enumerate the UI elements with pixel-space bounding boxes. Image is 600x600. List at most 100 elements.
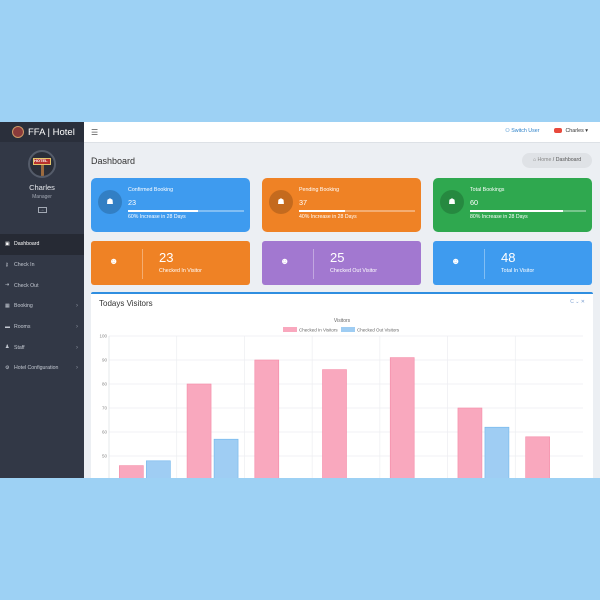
profile-role: Manager xyxy=(32,194,52,200)
sidebar-item-check-in[interactable]: ⚷ Check In xyxy=(0,255,84,276)
calendar-icon: ▦ xyxy=(5,302,10,309)
card-title: Pending Booking xyxy=(299,187,340,193)
ticket-icon: ☗ xyxy=(98,190,122,214)
sidebar-item-booking[interactable]: ▦ Booking › xyxy=(0,296,84,317)
card-note: 80% Increase in 28 Days xyxy=(470,214,528,220)
card-progress-bar xyxy=(299,210,415,212)
legend-label: Checked Out Visitors xyxy=(357,328,400,333)
legend-label: Checked In Visitors xyxy=(299,328,338,333)
sidebar-nav: ▣ Dashboard ⚷ Check In ⇥ Check Out ▦ Booking › ▬ R… xyxy=(0,234,84,379)
dashboard-icon: ▣ xyxy=(5,240,10,247)
sidebar-item-check-out[interactable]: ⇥ Check Out xyxy=(0,275,84,296)
card-progress-bar xyxy=(470,210,586,212)
stat-card-checked-out-visitor[interactable]: ☻ 25 Checked Out Visitor xyxy=(262,241,421,285)
panel-title: Todays Visitors xyxy=(99,299,153,308)
bar-checked-in xyxy=(322,369,347,478)
sidebar-item-staff[interactable]: ♟ Staff › xyxy=(0,337,84,358)
switch-user-icon: ⚇ xyxy=(505,128,510,134)
bar-checked-in xyxy=(389,357,415,478)
chevron-right-icon: › xyxy=(76,324,78,331)
sidebar-item-label: Rooms xyxy=(14,324,31,331)
sidebar-item-label: Dashboard xyxy=(14,241,40,248)
card-progress-bar xyxy=(128,210,244,212)
todays-visitors-panel: Todays Visitors C ⌄ ✕ Visitors Checked In… xyxy=(91,292,593,478)
stat-card-checked-in-visitor[interactable]: ☻ 23 Checked In Visitor xyxy=(91,241,250,285)
bar-checked-in xyxy=(254,359,280,478)
bed-icon: ▬ xyxy=(5,323,10,330)
user-menu-label: Charles xyxy=(565,128,584,134)
users-icon: ☻ xyxy=(109,256,119,266)
key-icon: ⚷ xyxy=(5,261,9,268)
y-tick-label: 70 xyxy=(102,406,108,411)
sidebar: FFA | Hotel HOTEL Charles Manager → ▣ Das… xyxy=(0,122,84,478)
switch-user-link[interactable]: ⚇ Switch User xyxy=(505,128,540,134)
sidebar-item-rooms[interactable]: ▬ Rooms › xyxy=(0,317,84,338)
bar-checked-in xyxy=(525,436,550,478)
profile-name: Charles xyxy=(29,183,55,192)
panel-tools[interactable]: C ⌄ ✕ xyxy=(570,299,585,305)
y-tick-label: 60 xyxy=(102,430,108,435)
top-bar: ☰ ⚇ Switch User Charles ▾ xyxy=(84,122,600,143)
sidebar-item-label: Check In xyxy=(14,262,35,269)
breadcrumb-home[interactable]: ⌂ Home xyxy=(532,157,552,163)
bar-checked-out xyxy=(146,460,171,478)
app-window: FFA | Hotel HOTEL Charles Manager → ▣ Das… xyxy=(0,122,600,478)
stat-label: Checked Out Visitor xyxy=(330,268,378,274)
visitors-bar-chart: Visitors Checked In Visitors Checked Out V… xyxy=(99,318,583,478)
breadcrumb: ⌂ Home / Dashboard xyxy=(522,153,592,168)
card-note: 40% Increase in 28 Days xyxy=(299,214,357,220)
divider xyxy=(142,249,143,279)
bar-checked-in xyxy=(186,383,212,478)
bar-checked-in xyxy=(119,465,144,478)
ticket-icon: ☗ xyxy=(269,190,293,214)
stat-label: Checked In Visitor xyxy=(159,268,202,274)
ticket-icon: ☗ xyxy=(440,190,464,214)
sidebar-item-label: Hotel Configuration xyxy=(14,365,59,372)
chevron-right-icon: › xyxy=(76,365,78,372)
sign-out-icon: ⇥ xyxy=(5,282,10,289)
app-title: FFA | Hotel xyxy=(28,126,75,138)
users-icon: ♟ xyxy=(5,344,10,351)
breadcrumb-current: Dashboard xyxy=(555,157,582,163)
card-note: 60% Increase in 28 Days xyxy=(128,214,186,220)
card-title: Total Bookings xyxy=(470,187,505,193)
user-menu[interactable]: Charles ▾ xyxy=(554,128,588,134)
sidebar-item-label: Booking xyxy=(14,303,33,310)
user-profile: HOTEL Charles Manager → xyxy=(0,142,84,234)
brand[interactable]: FFA | Hotel xyxy=(0,122,84,142)
hotel-logo-icon xyxy=(12,126,24,138)
chevron-right-icon: › xyxy=(76,344,78,351)
switch-user-label: Switch User xyxy=(511,128,540,134)
users-icon: ☻ xyxy=(451,256,461,266)
sidebar-item-label: Staff xyxy=(14,344,25,351)
y-tick-label: 90 xyxy=(102,358,108,363)
bar-checked-out xyxy=(484,426,510,478)
chart-title: Visitors xyxy=(334,318,351,324)
avatar: HOTEL xyxy=(28,150,56,178)
card-value: 37 xyxy=(299,198,308,207)
page-title: Dashboard xyxy=(91,156,136,166)
bar-checked-out xyxy=(213,438,239,478)
legend-swatch xyxy=(341,327,355,332)
avatar-sign-text: HOTEL xyxy=(34,158,48,163)
divider xyxy=(484,249,485,279)
summary-card-pending-booking[interactable]: ☗ Pending Booking 37 40% Increase in 28 Day… xyxy=(262,178,421,232)
y-tick-label: 50 xyxy=(102,454,108,459)
divider xyxy=(313,249,314,279)
summary-card-confirmed-booking[interactable]: ☗ Confirmed Booking 23 60% Increase in 28 D… xyxy=(91,178,250,232)
menu-toggle-icon[interactable]: ☰ xyxy=(91,128,99,137)
summary-card-total-bookings[interactable]: ☗ Total Bookings 60 80% Increase in 28 Days xyxy=(433,178,592,232)
gear-icon: ⚙ xyxy=(5,364,10,371)
sidebar-item-dashboard[interactable]: ▣ Dashboard xyxy=(0,234,84,255)
stat-value: 23 xyxy=(159,250,174,265)
logout-icon[interactable]: → xyxy=(37,207,47,213)
stat-value: 48 xyxy=(501,250,516,265)
stat-value: 25 xyxy=(330,250,345,265)
stat-card-total-in-visitor[interactable]: ☻ 48 Total In Visitor xyxy=(433,241,592,285)
y-tick-label: 80 xyxy=(102,382,108,387)
card-value: 60 xyxy=(470,198,479,207)
card-title: Confirmed Booking xyxy=(128,187,174,193)
sidebar-item-hotel-configuration[interactable]: ⚙ Hotel Configuration › xyxy=(0,358,84,379)
chevron-down-icon: ▾ xyxy=(585,128,588,134)
main-content: Dashboard ⌂ Home / Dashboard ☗ Confirmed … xyxy=(84,143,600,478)
